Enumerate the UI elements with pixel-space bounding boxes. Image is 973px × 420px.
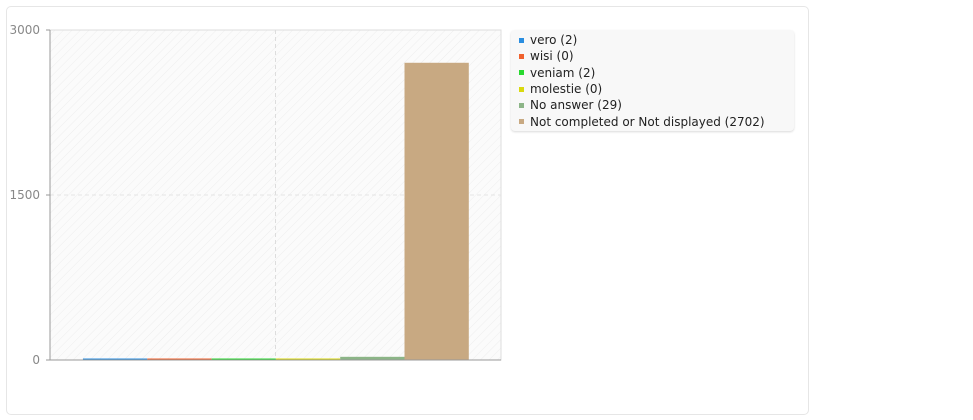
legend-label: veniam (2) xyxy=(530,65,596,80)
legend-item[interactable]: molestie (0) xyxy=(519,81,794,97)
y-tick-label: 1500 xyxy=(9,188,40,202)
legend-swatch xyxy=(519,86,524,92)
legend-label: vero (2) xyxy=(530,33,578,48)
legend-swatch xyxy=(519,70,524,76)
bar-not-completed-or-not-displayed[interactable] xyxy=(404,62,469,360)
legend-label: wisi (0) xyxy=(530,49,574,64)
legend-item[interactable]: vero (2) xyxy=(519,32,794,48)
legend-item[interactable]: veniam (2) xyxy=(519,65,794,81)
bar-vero[interactable] xyxy=(83,358,148,361)
y-tick-label: 0 xyxy=(32,353,40,367)
legend-label: molestie (0) xyxy=(530,82,603,97)
legend: vero (2) wisi (0) veniam (2) molestie (0) No… xyxy=(511,30,794,131)
legend-item[interactable]: wisi (0) xyxy=(519,48,794,64)
bar-veniam[interactable] xyxy=(211,358,276,361)
legend-item[interactable]: Not completed or Not displayed (2702) xyxy=(519,113,794,129)
bar-wisi[interactable] xyxy=(147,358,212,361)
legend-label: No answer (29) xyxy=(530,98,622,113)
legend-swatch xyxy=(519,102,524,108)
legend-swatch xyxy=(519,119,524,125)
legend-swatch xyxy=(519,37,524,43)
legend-label: Not completed or Not displayed (2702) xyxy=(530,114,765,129)
y-tick-label: 3000 xyxy=(9,23,40,37)
legend-item[interactable]: No answer (29) xyxy=(519,97,794,113)
legend-swatch xyxy=(519,53,524,59)
bar-no-answer[interactable] xyxy=(340,356,405,360)
bar-molestie[interactable] xyxy=(275,358,341,361)
